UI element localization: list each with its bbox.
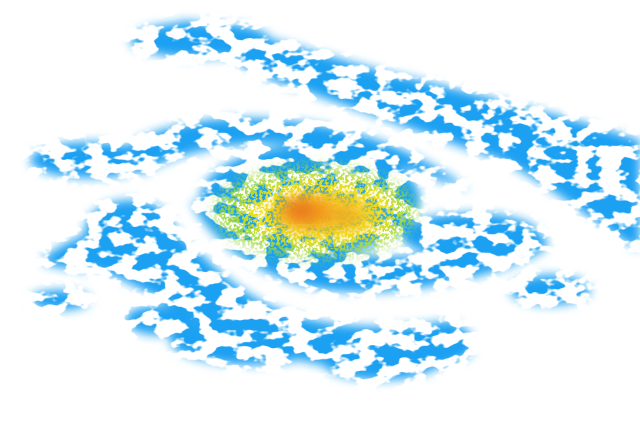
band-piece <box>400 213 540 257</box>
core-orange <box>329 205 361 225</box>
spiral-arm <box>120 117 470 190</box>
core-red <box>288 203 312 217</box>
band-piece <box>30 142 150 178</box>
outer-band <box>180 20 640 250</box>
band-piece <box>510 275 590 305</box>
spiral-arm <box>190 200 548 293</box>
band-piece <box>325 350 435 380</box>
band-piece <box>125 305 195 335</box>
band-piece <box>30 290 90 310</box>
band-piece <box>130 22 270 58</box>
band-piece <box>85 200 175 260</box>
spiral-arm <box>40 221 475 373</box>
core <box>270 193 380 237</box>
band-piece <box>170 315 330 365</box>
